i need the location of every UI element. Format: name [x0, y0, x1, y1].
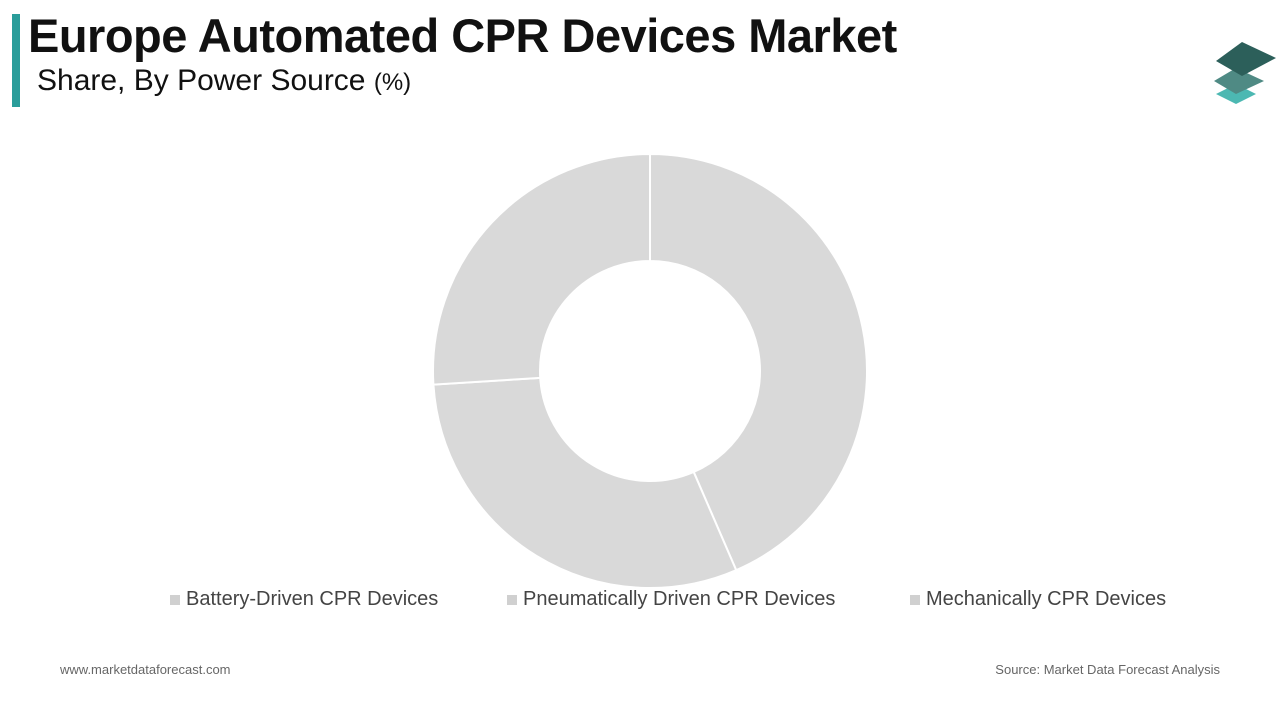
chart-subtitle-text: Share, By Power Source [37, 64, 366, 97]
legend-swatch [170, 594, 180, 605]
legend-swatch [910, 594, 920, 605]
footer-website[interactable]: www.marketdataforecast.com [60, 662, 231, 677]
legend-label: Mechanically CPR Devices [926, 588, 1167, 610]
logo-layer-middle [1214, 68, 1264, 94]
donut-slice-pneumatically-driven[interactable] [432, 376, 738, 589]
chart-subtitle-unit: (%) [373, 69, 412, 96]
chart-legend: Battery-Driven CPR Devices Pneumatically… [0, 588, 1280, 616]
stacked-layers-logo-icon [1214, 42, 1276, 104]
chart-title: Europe Automated CPR Devices Market [28, 9, 897, 62]
legend-label: Pneumatically Driven CPR Devices [523, 588, 836, 610]
legend-label: Battery-Driven CPR Devices [186, 588, 439, 610]
title-accent-bar [12, 14, 20, 107]
logo-layer-top [1216, 42, 1276, 76]
donut-slice-battery-driven[interactable] [649, 152, 868, 572]
legend-item-pneumatically-driven[interactable]: Pneumatically Driven CPR Devices [507, 588, 835, 611]
legend-item-mechanically[interactable]: Mechanically CPR Devices [910, 588, 1166, 611]
legend-item-battery-driven[interactable]: Battery-Driven CPR Devices [170, 588, 438, 611]
footer-source: Source: Market Data Forecast Analysis [995, 662, 1220, 677]
donut-slice-mechanically[interactable] [432, 152, 651, 386]
legend-swatch [507, 594, 517, 605]
chart-subtitle: Share, By Power Source (%) [37, 64, 411, 98]
